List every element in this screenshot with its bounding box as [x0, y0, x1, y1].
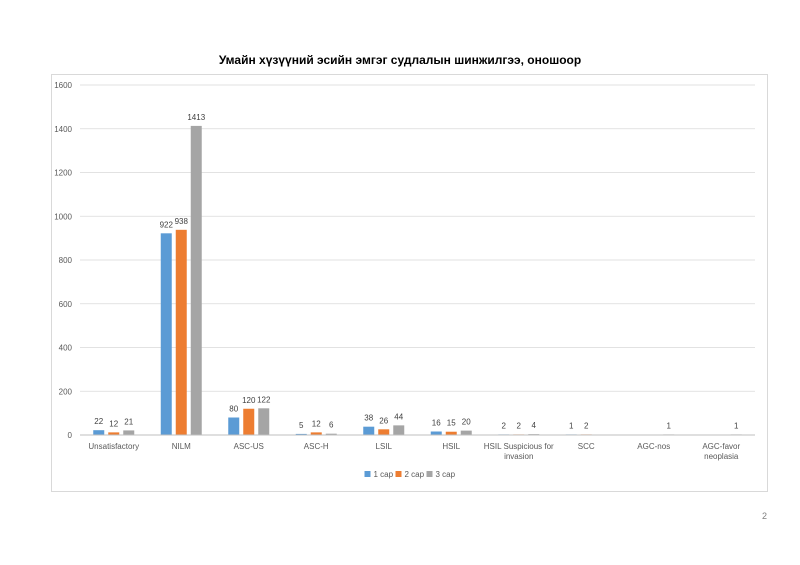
x-tick-label: neoplasia: [704, 452, 739, 461]
bar: [243, 408, 255, 435]
y-tick-label: 400: [59, 344, 73, 353]
y-tick-label: 200: [59, 387, 73, 396]
y-tick-label: 1400: [54, 125, 72, 134]
x-tick-label: SCC: [578, 442, 595, 451]
legend-label: 2 сар: [405, 470, 425, 479]
chart-title: Умайн хүзүүний эсийн эмгэг судлалын шинж…: [218, 53, 582, 67]
bar: [190, 125, 202, 435]
data-label: 26: [379, 416, 388, 425]
chart-frame: [51, 74, 768, 492]
data-label: 12: [312, 419, 321, 428]
legend-swatch: [395, 471, 402, 477]
data-label: 80: [229, 405, 238, 414]
data-label: 22: [94, 417, 103, 426]
bar: [295, 433, 307, 435]
data-label: 44: [394, 412, 403, 421]
bar: [258, 408, 270, 435]
bar: [445, 431, 457, 435]
data-label: 38: [364, 414, 373, 423]
data-label: 122: [257, 395, 271, 404]
bar: [460, 430, 472, 435]
x-tick-label: AGC-nos: [637, 442, 670, 451]
legend: 1 сар 2 сар 3 сар: [364, 470, 456, 479]
x-tick-label: invasion: [504, 452, 533, 461]
y-tick-label: 1000: [54, 212, 72, 221]
bar: [393, 425, 405, 435]
bar: [378, 429, 390, 435]
bar: [175, 229, 187, 435]
y-tick-label: 0: [68, 431, 73, 440]
legend-swatch: [364, 471, 371, 477]
data-label: 1: [734, 421, 739, 430]
bar: [93, 430, 105, 435]
x-tick-label: ASC-H: [304, 442, 329, 451]
data-label: 20: [462, 418, 471, 427]
legend-swatch: [426, 471, 433, 477]
bar: [363, 426, 375, 435]
data-label: 5: [299, 421, 304, 430]
data-label: 1: [569, 421, 574, 430]
bar: [310, 432, 322, 435]
data-label: 2: [584, 421, 589, 430]
x-tick-label: NILM: [172, 442, 191, 451]
bar: [228, 417, 240, 435]
data-label: 2: [517, 421, 522, 430]
y-tick-label: 1600: [54, 81, 72, 90]
x-tick-label: LSIL: [376, 442, 393, 451]
y-tick-label: 800: [59, 256, 73, 265]
data-label: 4: [532, 421, 537, 430]
y-tick-label: 600: [59, 300, 73, 309]
bar: [430, 431, 442, 435]
axes: 0 200 400 600 800 1000 1200 1400 1600 Unsatisfact…: [54, 81, 755, 461]
bar: [123, 430, 135, 435]
data-label: 120: [242, 396, 256, 405]
bar: [325, 433, 337, 435]
y-tick-label: 1200: [54, 169, 72, 178]
x-tick-label: HSIL Suspicious for: [484, 442, 554, 451]
data-label: 922: [160, 220, 174, 229]
data-label: 2: [502, 421, 507, 430]
x-tick-label: HSIL: [442, 442, 460, 451]
x-tick-label: ASC-US: [234, 442, 264, 451]
data-label: 1: [667, 421, 672, 430]
data-label: 21: [124, 417, 133, 426]
x-tick-label: Unsatisfactory: [88, 442, 139, 451]
data-label: 6: [329, 421, 334, 430]
data-label: 938: [175, 217, 189, 226]
legend-label: 1 сар: [374, 470, 394, 479]
data-label: 12: [109, 419, 118, 428]
page-number: 2: [762, 511, 768, 521]
data-label: 16: [432, 419, 441, 428]
bar: [108, 432, 120, 435]
legend-label: 3 сар: [436, 470, 456, 479]
bar: [160, 233, 172, 435]
data-label: 15: [447, 419, 456, 428]
data-label: 1413: [187, 113, 205, 122]
x-tick-label: AGC-favor: [702, 442, 740, 451]
